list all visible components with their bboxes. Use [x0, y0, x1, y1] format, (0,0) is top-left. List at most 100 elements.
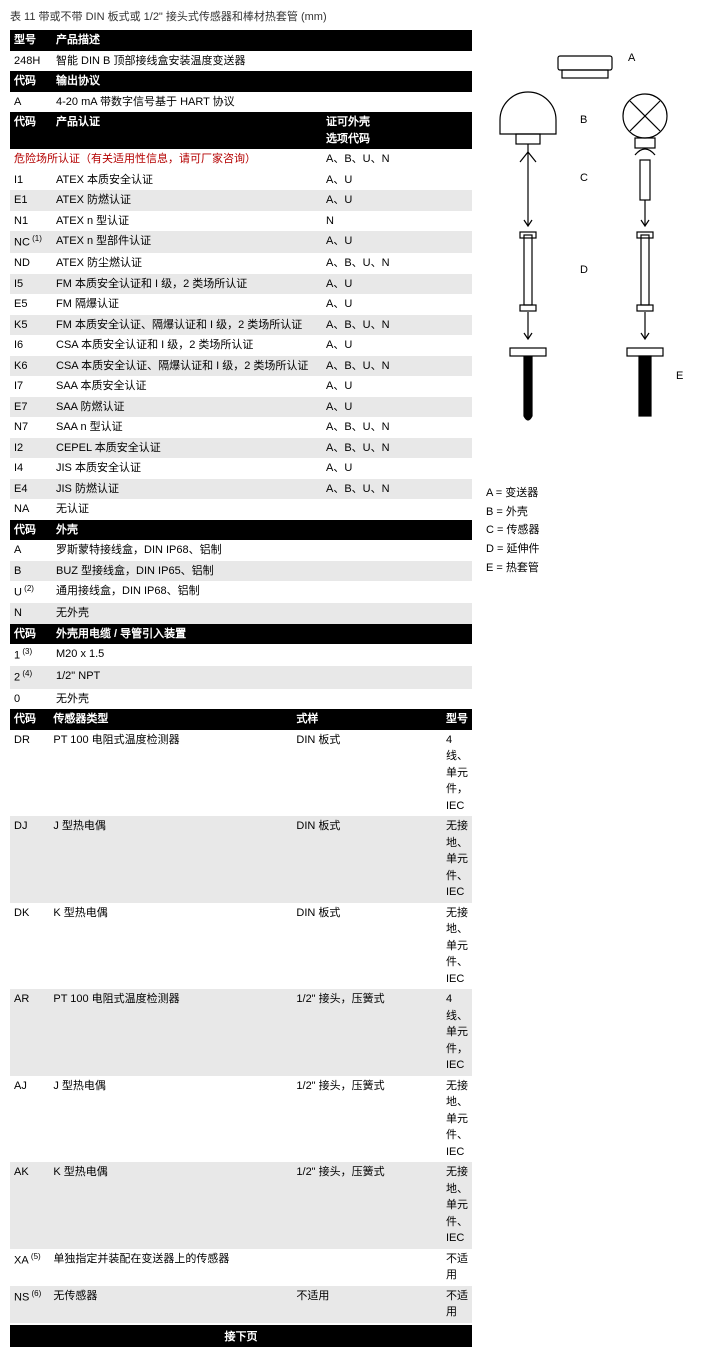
hdr-enc: 外壳: [52, 520, 472, 541]
cell: DIN 板式: [292, 730, 442, 817]
cell: XA (5): [10, 1249, 49, 1286]
hdr-opt: 证可外壳选项代码: [322, 112, 472, 149]
table-row: E1ATEX 防燃认证A、U: [10, 190, 472, 211]
table-row: ARPT 100 电阻式温度检测器1/2" 接头，压簧式4 线、单元件，IEC: [10, 989, 472, 1076]
cell: J 型热电偶: [49, 1076, 292, 1163]
cell: A、B、U、N: [322, 438, 472, 459]
cell: 无外壳: [52, 603, 472, 624]
cell: 无外壳: [52, 689, 472, 710]
diagram-label-e: E: [676, 370, 683, 382]
cell: 无接地、单元件、IEC: [442, 1076, 472, 1163]
cell: SAA 本质安全认证: [52, 376, 322, 397]
table-row: I6CSA 本质安全认证和 I 级，2 类场所认证A、U: [10, 335, 472, 356]
cell: I6: [10, 335, 52, 356]
legend-c: C = 传感器: [486, 521, 702, 540]
cell: A、U: [322, 190, 472, 211]
cell: 4 线、单元件，IEC: [442, 730, 472, 817]
cell: N: [10, 603, 52, 624]
cell: J 型热电偶: [49, 816, 292, 903]
cell: ND: [10, 253, 52, 274]
table-row: NDATEX 防尘燃认证A、B、U、N: [10, 253, 472, 274]
table-caption: 表 11 带或不带 DIN 板式或 1/2" 接头式传感器和棒材热套管 (mm): [10, 8, 702, 24]
table-row: E4JIS 防燃认证A、B、U、N: [10, 479, 472, 500]
cell: E1: [10, 190, 52, 211]
cell: ATEX n 型部件认证: [52, 231, 322, 253]
cell: CSA 本质安全认证和 I 级，2 类场所认证: [52, 335, 322, 356]
cell: A、B、U、N: [322, 417, 472, 438]
hdr-entry: 外壳用电缆 / 导管引入装置: [52, 624, 472, 645]
diagram-label-c: C: [580, 172, 588, 184]
table-row: A罗斯蒙特接线盒，DIN IP68、铝制: [10, 540, 472, 561]
hdr-sensor: 传感器类型: [49, 709, 292, 730]
table-row: DRPT 100 电阻式温度检测器DIN 板式4 线、单元件，IEC: [10, 730, 472, 817]
table-row: AJJ 型热电偶1/2" 接头，压簧式无接地、单元件、IEC: [10, 1076, 472, 1163]
sensor-table: 代码 传感器类型 式样 型号 DRPT 100 电阻式温度检测器DIN 板式4 …: [10, 709, 472, 1323]
cell: FM 隔爆认证: [52, 294, 322, 315]
cell: 248H: [10, 51, 52, 72]
cell: 1 (3): [10, 644, 52, 666]
table-row: I4JIS 本质安全认证A、U: [10, 458, 472, 479]
table-row: DJJ 型热电偶DIN 板式无接地、单元件、IEC: [10, 816, 472, 903]
cell: 1/2" 接头，压簧式: [292, 1076, 442, 1163]
table-row: BBUZ 型接线盒，DIN IP65、铝制: [10, 561, 472, 582]
cell: K6: [10, 356, 52, 377]
table-row: DKK 型热电偶DIN 板式无接地、单元件、IEC: [10, 903, 472, 990]
cell: ATEX n 型认证: [52, 211, 322, 232]
cell: E7: [10, 397, 52, 418]
hdr-style: 式样: [292, 709, 442, 730]
legend-a: A = 变送器: [486, 484, 702, 503]
hdr-code: 代码: [10, 112, 52, 149]
cell: B: [10, 561, 52, 582]
cell: DR: [10, 730, 49, 817]
table-row: I7SAA 本质安全认证A、U: [10, 376, 472, 397]
upper-table: 型号产品描述 248H智能 DIN B 顶部接线盒安装温度变送器 代码输出协议 …: [10, 30, 472, 709]
cell: [292, 1249, 442, 1286]
cell: 通用接线盒，DIN IP68、铝制: [52, 581, 472, 603]
cell: AJ: [10, 1076, 49, 1163]
cell: AR: [10, 989, 49, 1076]
cell: A、U: [322, 397, 472, 418]
cell: A: [10, 540, 52, 561]
assembly-diagram: A B C D E: [480, 50, 690, 470]
cell: ATEX 防尘燃认证: [52, 253, 322, 274]
cell: BUZ 型接线盒，DIN IP65、铝制: [52, 561, 472, 582]
cell: M20 x 1.5: [52, 644, 472, 666]
cell: N7: [10, 417, 52, 438]
cell: 无认证: [52, 499, 322, 520]
cell: A: [10, 92, 52, 113]
legend-d: D = 延伸件: [486, 540, 702, 559]
table-row: K5FM 本质安全认证、隔爆认证和 I 级，2 类场所认证A、B、U、N: [10, 315, 472, 336]
cell: A、U: [322, 170, 472, 191]
cell: A、U: [322, 274, 472, 295]
cell: 罗斯蒙特接线盒，DIN IP68、铝制: [52, 540, 472, 561]
table-row: NS (6)无传感器不适用不适用: [10, 1286, 472, 1323]
continue-bar: 接下页: [10, 1325, 472, 1347]
cell: PT 100 电阻式温度检测器: [49, 989, 292, 1076]
cell: A、U: [322, 231, 472, 253]
cell: 2 (4): [10, 666, 52, 688]
table-row: N无外壳: [10, 603, 472, 624]
cell: 不适用: [442, 1249, 472, 1286]
cell: FM 本质安全认证、隔爆认证和 I 级，2 类场所认证: [52, 315, 322, 336]
table-row: NC (1)ATEX n 型部件认证A、U: [10, 231, 472, 253]
cell: CSA 本质安全认证、隔爆认证和 I 级，2 类场所认证: [52, 356, 322, 377]
table-row: I1ATEX 本质安全认证A、U: [10, 170, 472, 191]
cell: [322, 499, 472, 520]
cell: I7: [10, 376, 52, 397]
diagram-label-a: A: [628, 52, 635, 64]
table-row: N7SAA n 型认证A、B、U、N: [10, 417, 472, 438]
table-row: E7SAA 防燃认证A、U: [10, 397, 472, 418]
cell: ATEX 防燃认证: [52, 190, 322, 211]
hdr-output: 输出协议: [52, 71, 472, 92]
hdr-code: 代码: [10, 71, 52, 92]
diagram-legend: A = 变送器 B = 外壳 C = 传感器 D = 延伸件 E = 热套管: [480, 484, 702, 577]
cell: K 型热电偶: [49, 903, 292, 990]
cell: FM 本质安全认证和 I 级，2 类场所认证: [52, 274, 322, 295]
table-row: U (2)通用接线盒，DIN IP68、铝制: [10, 581, 472, 603]
cell: NS (6): [10, 1286, 49, 1323]
cell: JIS 本质安全认证: [52, 458, 322, 479]
cell: A、B、U、N: [322, 356, 472, 377]
cell: A、B、U、N: [322, 149, 472, 170]
cell: NC (1): [10, 231, 52, 253]
right-column: A B C D E A = 变送器 B = 外壳 C = 传感器 D = 延伸件…: [480, 30, 702, 1347]
